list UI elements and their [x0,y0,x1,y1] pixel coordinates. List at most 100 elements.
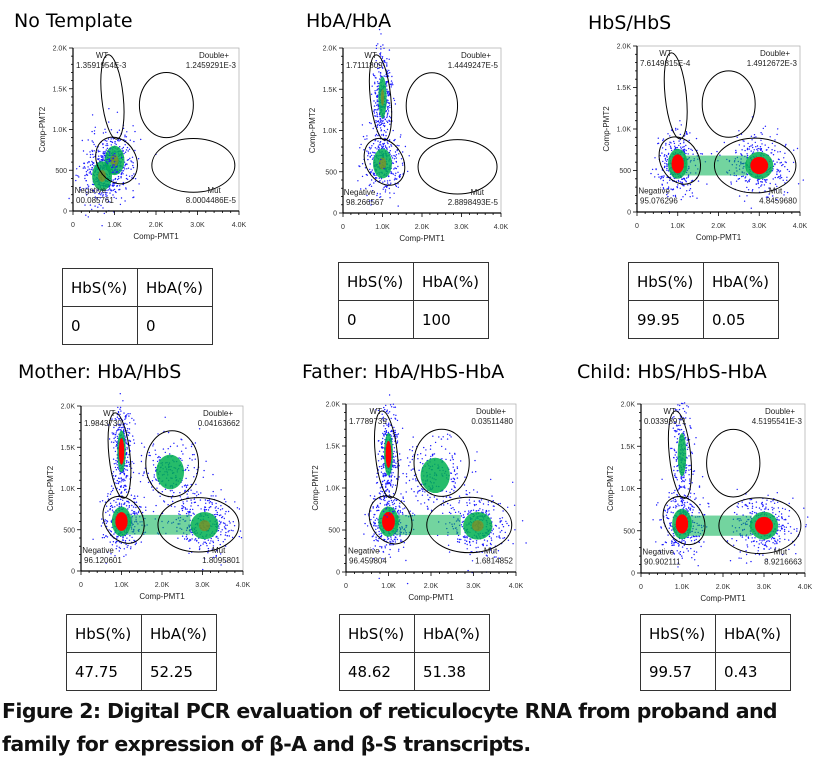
event-dot [93,150,95,152]
header-hbs: HbS(%) [62,268,138,307]
event-dot [224,522,226,525]
event-dot [185,512,188,515]
gate-double-pos[interactable] [413,428,470,497]
event-dot [751,190,753,192]
event-dot [99,238,101,240]
event-dot [438,436,440,438]
gate-wt[interactable] [371,410,402,499]
event-dot [381,467,383,470]
event-dot [361,175,364,178]
gate-name: Negative [348,547,380,556]
event-dot [399,510,401,512]
event-dot [180,438,182,440]
event-dot [210,540,212,542]
gate-double-pos[interactable] [405,72,459,140]
event-dot [385,430,388,432]
event-dot [106,495,109,497]
event-dot [784,166,786,168]
event-dot [89,204,92,206]
event-dot [92,162,95,164]
event-dot [386,58,388,60]
event-dot [382,124,385,127]
event-dot [388,175,390,178]
gate-wt[interactable] [105,412,135,500]
gate-negative[interactable] [356,131,413,192]
cluster [650,120,708,213]
event-dot [379,545,381,548]
event-dot [205,509,208,511]
event-dot [131,536,133,539]
event-dot [462,536,465,538]
gate-mut[interactable] [426,496,513,554]
event-dot [382,188,384,190]
event-dot [684,179,686,181]
gate-double-pos[interactable] [138,71,194,139]
event-dot [375,47,378,50]
gate-wt[interactable] [97,54,127,141]
event-dot [376,539,378,542]
gate-negative[interactable] [651,129,709,191]
event-dot [375,536,377,538]
event-dot [107,138,110,140]
gate-mut[interactable] [157,497,240,553]
y-axis-label: Comp-PMT2 [38,106,47,152]
event-dot [783,194,785,196]
gate-mut[interactable] [713,137,797,194]
event-dot [778,171,781,173]
event-dot [396,436,398,438]
event-dot [693,493,695,495]
event-dot [382,473,384,475]
event-dot [697,180,700,182]
gate-wt[interactable] [366,54,395,141]
event-dot [460,515,463,517]
event-dot [469,511,472,513]
gate-wt[interactable] [661,52,691,140]
event-dot [380,446,383,448]
event-dot [379,124,382,126]
gate-double-pos[interactable] [145,430,199,498]
event-dot [141,511,144,514]
event-dot [374,545,376,547]
event-dot [126,159,129,161]
event-dot [762,127,764,130]
event-dot [126,430,128,432]
event-dot [421,458,423,460]
event-dot [137,511,140,514]
event-dot [359,147,361,149]
panel-title: HbA/HbA [306,10,392,32]
event-dot [89,191,91,194]
event-dot [116,185,119,187]
event-dot [108,529,110,531]
event-dot [420,453,422,455]
gate-percent: 95.076296 [640,197,678,206]
gate-negative[interactable] [361,488,421,552]
event-dot [391,82,393,84]
event-dot [87,216,89,218]
event-dot [189,539,192,541]
event-dot [683,140,685,142]
event-dot [387,112,389,114]
event-dot [111,166,113,169]
event-dot [391,510,394,513]
event-dot [134,149,136,152]
event-dot [401,540,403,542]
event-dot [382,144,385,146]
event-dot [125,477,127,479]
event-dot [375,120,377,122]
event-dot [89,151,91,153]
event-dot [367,153,370,155]
event-dot [384,428,387,430]
gate-negative[interactable] [95,489,153,551]
gate-double-pos[interactable] [701,70,756,138]
event-dot [684,193,687,196]
event-dot [774,149,776,152]
gate-mut[interactable] [151,137,236,193]
event-dot [377,43,379,45]
event-dot [671,544,673,547]
gate-negative[interactable] [87,130,145,192]
event-dot [373,525,375,527]
event-dot [137,158,140,160]
gate-mut[interactable] [417,139,498,195]
event-dot [658,176,660,178]
event-dot [738,195,741,197]
